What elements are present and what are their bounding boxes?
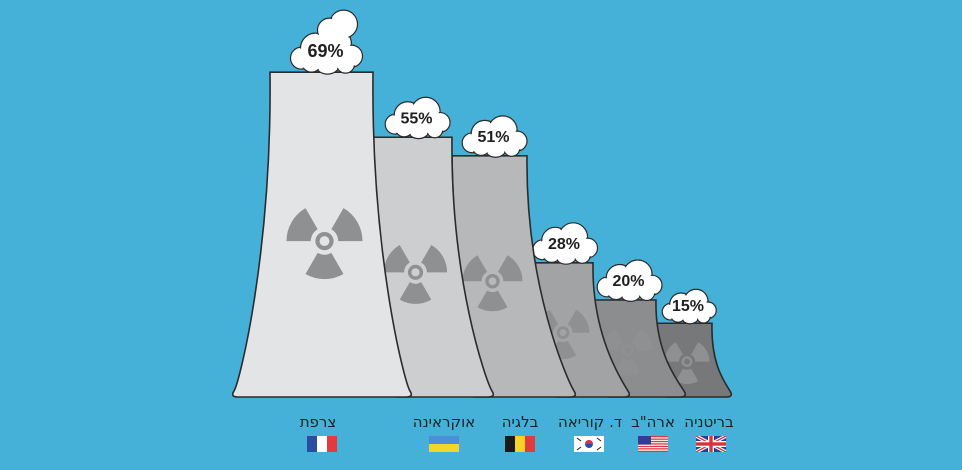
country-label-south-korea: ד. קוריאה [557,413,623,431]
steam-cloud-icon [661,288,717,325]
steam-cloud-icon [384,96,451,140]
country-label-uk: בריטניה [684,413,734,431]
value-label-uk: 15% [672,298,704,315]
radiation-icon [286,208,363,280]
belgium-flag-icon [505,436,535,452]
value-label-south-korea: 28% [548,236,580,253]
radiation-icon [383,244,448,304]
country-label-usa: ארה"ב [631,413,675,431]
cooling-tower-bar-france: 69% [231,9,413,398]
steam-cloud-icon [461,115,528,158]
country-label-france: צרפת [299,413,337,431]
south-korea-flag-icon [574,436,604,452]
value-label-usa: 20% [612,273,644,290]
country-label-belgium: בלגיה [501,413,539,431]
usa-flag-icon [638,436,668,452]
radiation-icon [664,342,710,384]
steam-cloud-icon [289,9,364,75]
value-label-france: 69% [307,41,343,61]
radiation-icon [602,328,653,376]
cooling-tower-bar-belgium: 51% [451,115,577,398]
ukraine-flag-icon [429,436,459,452]
france-flag-icon [307,436,337,452]
cooling-tower-bar-ukraine: 55% [372,96,495,398]
steam-cloud-icon [532,222,599,265]
radiation-icon [536,309,590,359]
radiation-icon [462,255,523,312]
value-label-belgium: 51% [477,129,509,146]
steam-cloud-icon [596,259,663,302]
uk-flag-icon [696,436,726,452]
value-label-ukraine: 55% [400,110,432,127]
country-label-ukraine: אוקראינה [412,413,476,431]
